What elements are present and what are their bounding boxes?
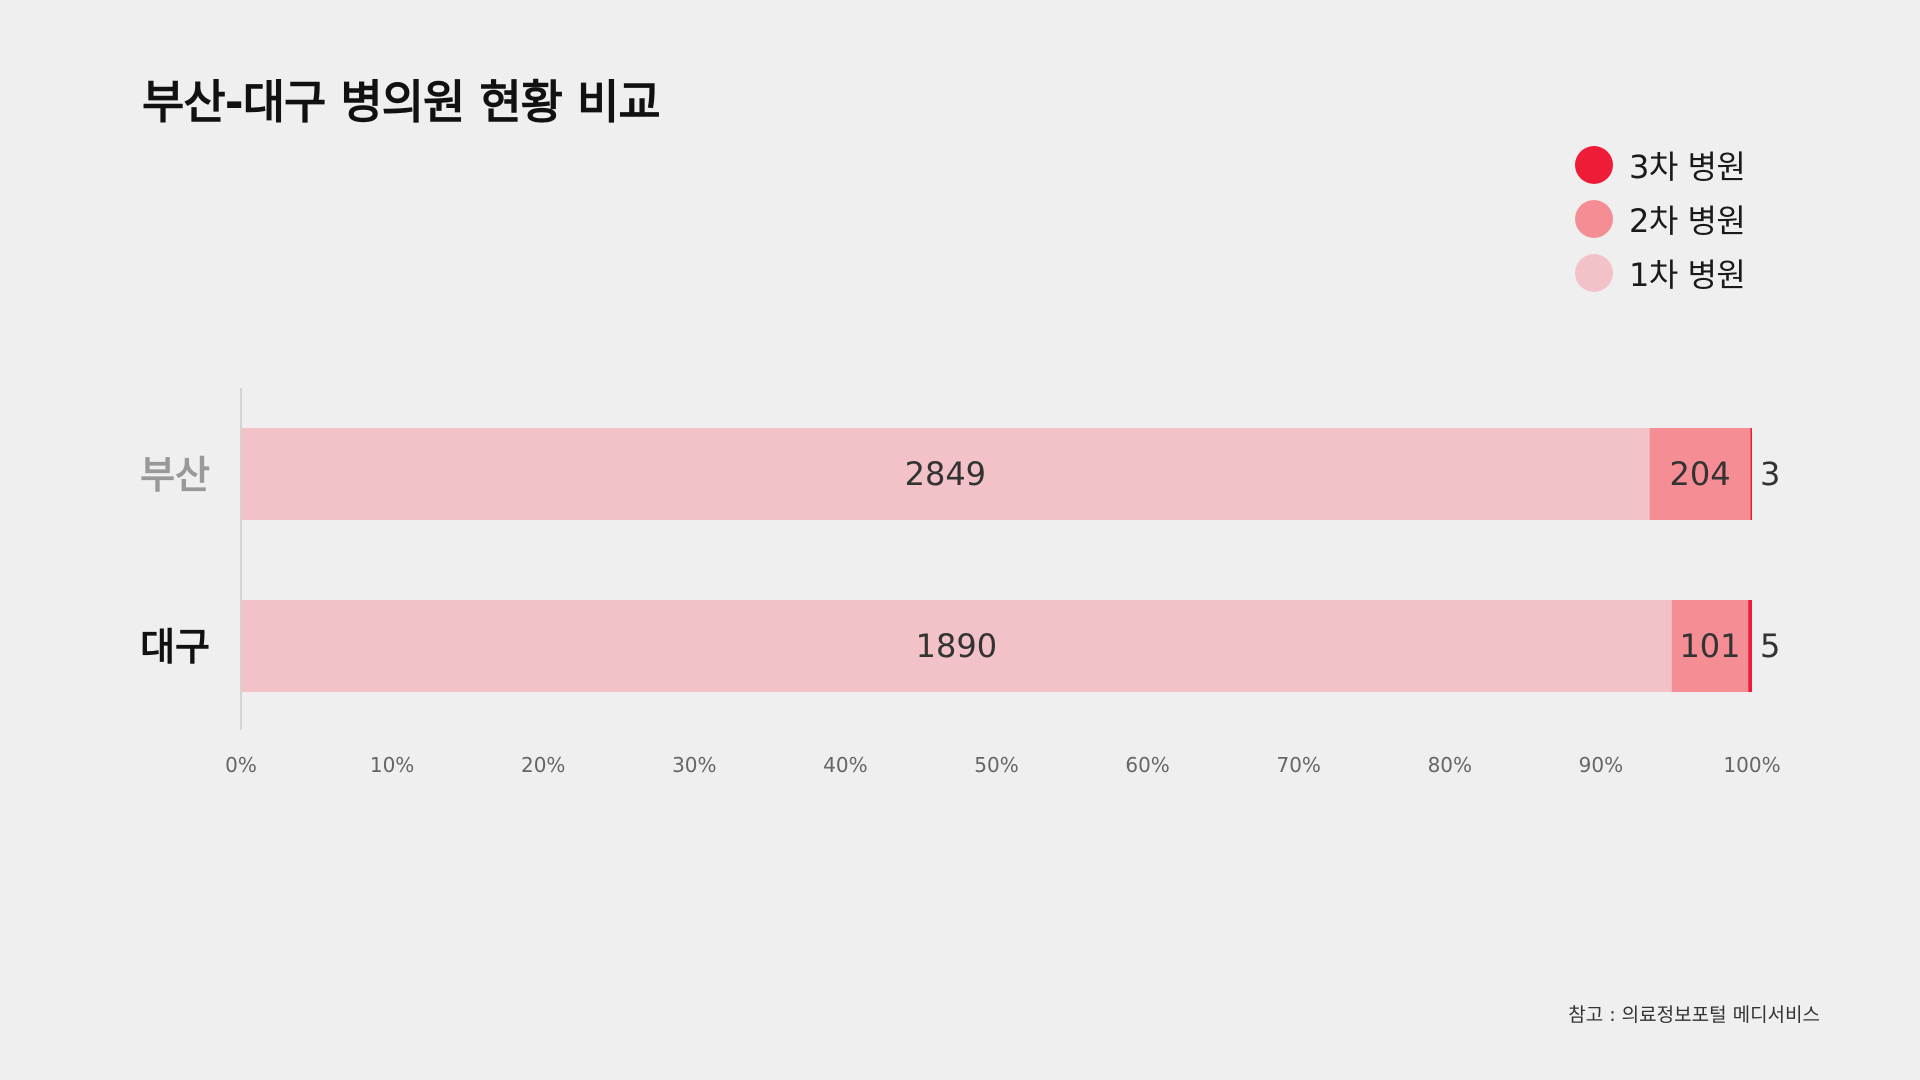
bar-segment — [1750, 428, 1752, 520]
bar-segment — [1649, 428, 1751, 520]
bar-segment — [241, 428, 1650, 520]
legend: 3차 병원 2차 병원 1차 병원 — [1575, 138, 1746, 300]
data-label: 101 — [1679, 627, 1740, 665]
data-label: 1890 — [916, 627, 997, 665]
data-label: 2849 — [905, 455, 986, 493]
legend-label-tertiary: 3차 병원 — [1629, 148, 1746, 186]
legend-item-tertiary: 3차 병원 — [1575, 138, 1746, 192]
x-tick-label: 80% — [1428, 753, 1472, 777]
x-tick-label: 60% — [1125, 753, 1169, 777]
data-label: 5 — [1760, 627, 1780, 665]
data-label: 204 — [1670, 455, 1731, 493]
x-tick-label: 30% — [672, 753, 716, 777]
chart-title: 부산-대구 병의원 현황 비교 — [142, 75, 661, 129]
data-label: 3 — [1760, 455, 1780, 493]
legend-label-primary: 1차 병원 — [1629, 256, 1746, 294]
legend-swatch-tertiary — [1575, 146, 1613, 184]
category-label: 부산 — [140, 453, 210, 497]
x-tick-label: 40% — [823, 753, 867, 777]
x-tick-label: 20% — [521, 753, 565, 777]
bar-segment — [1671, 600, 1749, 692]
bar-segment — [241, 600, 1672, 692]
bar-segment — [1748, 600, 1752, 692]
legend-item-primary: 1차 병원 — [1575, 246, 1746, 300]
legend-swatch-secondary — [1575, 200, 1613, 238]
source-note: 참고 : 의료정보포털 메디서비스 — [1568, 1004, 1820, 1026]
x-tick-label: 70% — [1276, 753, 1320, 777]
legend-label-secondary: 2차 병원 — [1629, 202, 1746, 240]
x-tick-label: 50% — [974, 753, 1018, 777]
category-label: 대구 — [140, 625, 210, 669]
legend-item-secondary: 2차 병원 — [1575, 192, 1746, 246]
x-tick-label: 0% — [225, 753, 257, 777]
x-tick-label: 100% — [1723, 753, 1780, 777]
x-tick-label: 10% — [370, 753, 414, 777]
legend-swatch-primary — [1575, 254, 1613, 292]
x-tick-label: 90% — [1579, 753, 1623, 777]
